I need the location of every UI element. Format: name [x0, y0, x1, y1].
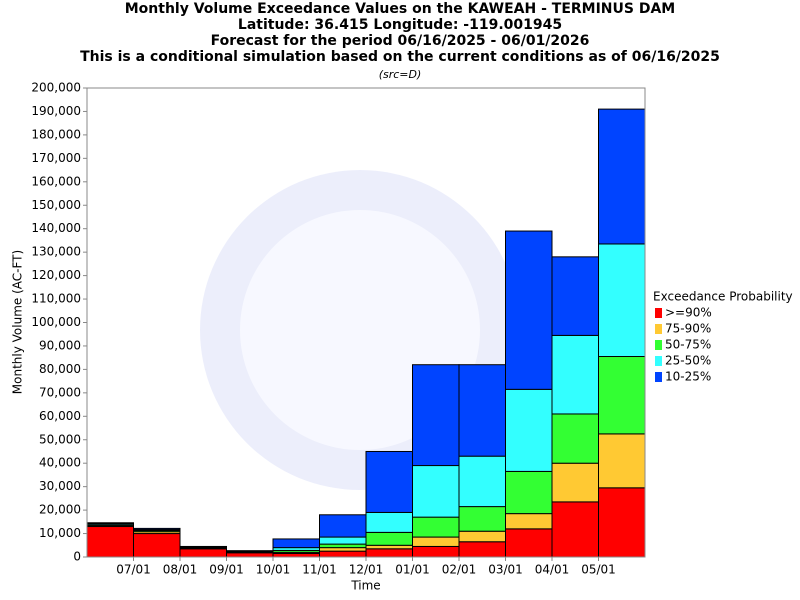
bar-segment [505, 388, 553, 472]
y-tick-label: 10,000 [39, 526, 81, 540]
subtitle: (src=D) [379, 68, 422, 81]
chart-title: This is a conditional simulation based o… [80, 49, 720, 65]
chart-title: Latitude: 36.415 Longitude: -119.001945 [238, 17, 562, 33]
y-tick-label: 100,000 [31, 315, 81, 329]
y-tick-label: 90,000 [39, 338, 81, 352]
bar-segment [598, 108, 646, 245]
bar-segment [412, 465, 460, 518]
legend-label: 75-90% [665, 322, 711, 336]
legend-swatch [655, 340, 662, 350]
bar-segment [319, 543, 367, 549]
bar-segment [365, 544, 413, 550]
y-tick-label: 120,000 [31, 268, 81, 282]
legend-label: >=90% [665, 306, 712, 320]
bar-segment [226, 552, 274, 558]
bar-segment [598, 243, 646, 358]
bar-segment [551, 413, 599, 464]
bar-segment [458, 364, 506, 457]
x-tick-label: 05/01 [581, 563, 616, 577]
bar-segment [505, 528, 553, 558]
legend-swatch [655, 308, 662, 318]
bar-segment [505, 470, 553, 515]
y-tick-label: 60,000 [39, 409, 81, 423]
bar-segment [412, 516, 460, 538]
bar-segment [319, 536, 367, 545]
x-tick-label: 03/01 [488, 563, 523, 577]
legend-swatch [655, 372, 662, 382]
bar-segment [86, 522, 134, 524]
bar-segment [458, 506, 506, 532]
y-tick-label: 20,000 [39, 503, 81, 517]
x-tick-label: 01/01 [395, 563, 430, 577]
y-tick-label: 150,000 [31, 198, 81, 212]
plot-border [86, 87, 646, 558]
bar-segment [551, 334, 599, 415]
bar-segment [365, 548, 413, 558]
bar-segment [598, 356, 646, 435]
bar-segment [458, 530, 506, 543]
legend-swatch [655, 324, 662, 334]
x-tick-label: 09/01 [209, 563, 244, 577]
y-tick-label: 200,000 [31, 81, 81, 95]
y-axis-label: Monthly Volume (AC-FT) [11, 250, 25, 394]
y-tick-label: 30,000 [39, 479, 81, 493]
bar-segment [412, 536, 460, 547]
legend-title: Exceedance Probability [653, 290, 793, 304]
bar-segment [458, 541, 506, 558]
y-tick-label: 40,000 [39, 456, 81, 470]
legend-label: 25-50% [665, 354, 711, 368]
bar-segment [86, 526, 134, 558]
x-tick-label: 08/01 [163, 563, 198, 577]
bar-segment [365, 531, 413, 546]
bar-segment [458, 455, 506, 508]
y-tick-label: 70,000 [39, 385, 81, 399]
bar-segment [319, 514, 367, 538]
y-tick-label: 180,000 [31, 127, 81, 141]
bar-segment [365, 511, 413, 533]
x-tick-label: 04/01 [535, 563, 570, 577]
y-tick-label: 0 [73, 550, 81, 564]
legend-swatch [655, 356, 662, 366]
legend-label: 10-25% [665, 370, 711, 384]
chart-title: Monthly Volume Exceedance Values on the … [125, 1, 675, 17]
bar-segment [551, 501, 599, 558]
bar-segment [319, 547, 367, 552]
x-tick-label: 02/01 [442, 563, 477, 577]
y-tick-label: 190,000 [31, 104, 81, 118]
bar-segment [319, 550, 367, 558]
y-tick-label: 170,000 [31, 151, 81, 165]
bar-segment [412, 364, 460, 467]
x-axis-label: Time [350, 579, 380, 593]
bar-segment [133, 527, 181, 531]
bar-segment [365, 450, 413, 513]
bar-segment [412, 545, 460, 558]
y-tick-label: 140,000 [31, 221, 81, 235]
y-tick-label: 130,000 [31, 245, 81, 259]
y-tick-label: 160,000 [31, 174, 81, 188]
bar-segment [551, 256, 599, 336]
y-tick-label: 110,000 [31, 292, 81, 306]
x-tick-label: 07/01 [116, 563, 151, 577]
bar-segment [598, 433, 646, 489]
legend-label: 50-75% [665, 338, 711, 352]
bar-segment [179, 548, 227, 558]
y-tick-label: 50,000 [39, 432, 81, 446]
chart-title: Forecast for the period 06/16/2025 - 06/… [211, 33, 590, 49]
x-tick-label: 12/01 [349, 563, 384, 577]
bar-segment [598, 487, 646, 558]
x-tick-label: 11/01 [302, 563, 337, 577]
bar-segment [505, 230, 553, 390]
bar-segment [272, 552, 320, 558]
bar-segment [505, 513, 553, 530]
bar-segment [133, 533, 181, 558]
bar-segment [551, 462, 599, 503]
y-tick-label: 80,000 [39, 362, 81, 376]
bar-segment [272, 538, 320, 549]
bar-segment [226, 550, 274, 552]
x-tick-label: 10/01 [256, 563, 291, 577]
